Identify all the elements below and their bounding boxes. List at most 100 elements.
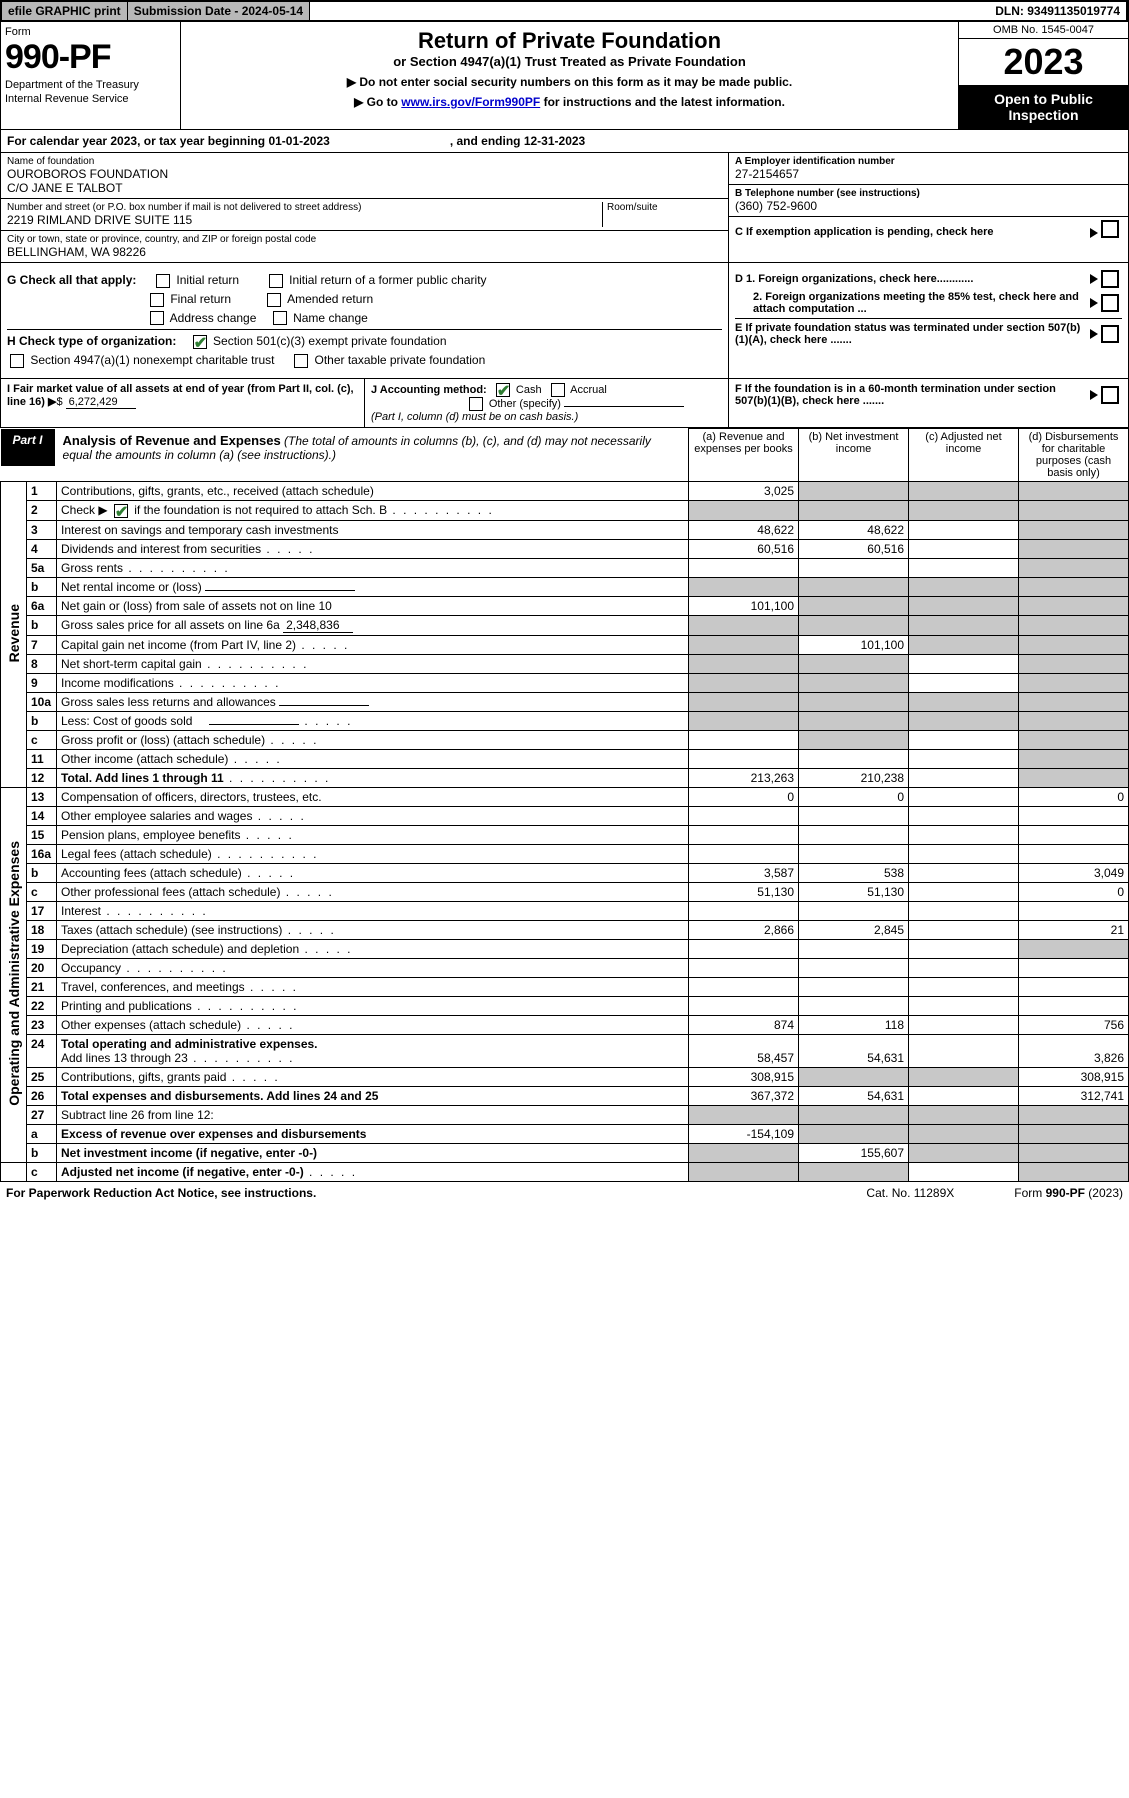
arrow-icon <box>1090 274 1098 284</box>
table-row: bLess: Cost of goods sold <box>1 711 1129 730</box>
table-row: 10aGross sales less returns and allowanc… <box>1 692 1129 711</box>
cb-f[interactable] <box>1101 386 1119 404</box>
phone-row: B Telephone number (see instructions) (3… <box>729 185 1128 217</box>
line-desc: Contributions, gifts, grants, etc., rece… <box>57 482 689 501</box>
r2-post: if the foundation is not required to att… <box>131 503 387 517</box>
col-c-header: (c) Adjusted net income <box>909 429 1019 482</box>
address-row: Number and street (or P.O. box number if… <box>1 199 728 231</box>
j-label: J Accounting method: <box>371 384 487 396</box>
foundation-co: C/O JANE E TALBOT <box>7 181 722 195</box>
d-e-block: D 1. Foreign organizations, check here..… <box>728 263 1128 378</box>
table-row: 4Dividends and interest from securities6… <box>1 539 1129 558</box>
table-row: 25Contributions, gifts, grants paid308,9… <box>1 1067 1129 1086</box>
footer-form: Form 990-PF (2023) <box>1014 1186 1123 1200</box>
h-row2: Section 4947(a)(1) nonexempt charitable … <box>7 353 722 368</box>
note-url-post: for instructions and the latest informat… <box>540 95 785 109</box>
open-inspection: Open to Public Inspection <box>959 85 1128 129</box>
line-no: 2 <box>27 501 57 521</box>
cb-e[interactable] <box>1101 325 1119 343</box>
dept-irs: Internal Revenue Service <box>5 93 176 105</box>
table-row: 6aNet gain or (loss) from sale of assets… <box>1 596 1129 615</box>
line-no: 1 <box>27 482 57 501</box>
cb-final[interactable] <box>150 293 164 307</box>
d1-row: D 1. Foreign organizations, check here..… <box>735 270 1122 288</box>
revenue-label: Revenue <box>1 482 27 788</box>
arrow-icon <box>1090 329 1098 339</box>
cb-501c3[interactable] <box>193 335 207 349</box>
phone-value: (360) 752-9600 <box>735 199 1122 213</box>
cb-address[interactable] <box>150 311 164 325</box>
g-row3: Address change Name change <box>7 311 722 326</box>
table-row: 27Subtract line 26 from line 12: <box>1 1105 1129 1124</box>
phone-label: B Telephone number (see instructions) <box>735 188 920 199</box>
cb-other-tax[interactable] <box>294 354 308 368</box>
table-row: 15Pension plans, employee benefits <box>1 825 1129 844</box>
g-label: G Check all that apply: <box>7 273 136 287</box>
analysis-table: Part I Analysis of Revenue and Expenses … <box>0 428 1129 1182</box>
i-j-block: I Fair market value of all assets at end… <box>0 379 1129 428</box>
cell-c <box>909 482 1019 501</box>
footer-cat: Cat. No. 11289X <box>866 1186 954 1200</box>
table-row: 24Total operating and administrative exp… <box>1 1034 1129 1067</box>
cb-amended[interactable] <box>267 293 281 307</box>
cb-d2[interactable] <box>1101 294 1119 312</box>
form-subtitle: or Section 4947(a)(1) Trust Treated as P… <box>187 54 952 69</box>
dept-treasury: Department of the Treasury <box>5 79 176 91</box>
cb-initial-public[interactable] <box>269 274 283 288</box>
room-label: Room/suite <box>607 202 722 213</box>
opt-other-tax: Other taxable private foundation <box>315 353 486 367</box>
cb-cash[interactable] <box>496 383 510 397</box>
cal-begin: For calendar year 2023, or tax year begi… <box>7 134 330 148</box>
d1-label: D 1. Foreign organizations, check here..… <box>735 273 973 285</box>
table-row: 5aGross rents <box>1 558 1129 577</box>
cb-name[interactable] <box>273 311 287 325</box>
city-label: City or town, state or province, country… <box>7 234 722 245</box>
table-row: 3Interest on savings and temporary cash … <box>1 520 1129 539</box>
table-row: cGross profit or (loss) (attach schedule… <box>1 730 1129 749</box>
table-row: bNet rental income or (loss) <box>1 577 1129 596</box>
cb-initial[interactable] <box>156 274 170 288</box>
table-row: 14Other employee salaries and wages <box>1 806 1129 825</box>
table-row: 19Depreciation (attach schedule) and dep… <box>1 939 1129 958</box>
c-row: C If exemption application is pending, c… <box>729 217 1128 241</box>
g-h-block: G Check all that apply: Initial return I… <box>0 263 1129 379</box>
arrow-icon <box>1090 228 1098 238</box>
f-label: F If the foundation is in a 60-month ter… <box>735 383 1056 407</box>
ein-value: 27-2154657 <box>735 167 1122 181</box>
cb-accrual[interactable] <box>551 383 565 397</box>
c-checkbox[interactable] <box>1101 220 1119 238</box>
opt-amended: Amended return <box>287 292 373 306</box>
c-label: C If exemption application is pending, c… <box>735 226 994 238</box>
dln-label: DLN: 93491135019774 <box>989 2 1127 20</box>
cb-4947[interactable] <box>10 354 24 368</box>
opt-name: Name change <box>293 311 368 325</box>
info-right: A Employer identification number 27-2154… <box>728 153 1128 262</box>
note-url-pre: ▶ Go to <box>354 95 401 109</box>
cal-end: , and ending 12-31-2023 <box>450 134 585 148</box>
table-row: 7Capital gain net income (from Part IV, … <box>1 635 1129 654</box>
table-row: 22Printing and publications <box>1 996 1129 1015</box>
part-title-cell: Analysis of Revenue and Expenses (The to… <box>55 429 688 466</box>
cb-other-acct[interactable] <box>469 397 483 411</box>
table-row: 21Travel, conferences, and meetings <box>1 977 1129 996</box>
form-title: Return of Private Foundation <box>187 28 952 54</box>
opt-initial: Initial return <box>176 273 239 287</box>
note-url: ▶ Go to www.irs.gov/Form990PF for instru… <box>187 95 952 109</box>
opt-final: Final return <box>170 292 231 306</box>
g-row: G Check all that apply: Initial return I… <box>7 273 722 288</box>
cb-d1[interactable] <box>1101 270 1119 288</box>
opt-cash: Cash <box>516 384 542 396</box>
irs-link[interactable]: www.irs.gov/Form990PF <box>401 95 540 109</box>
cell-d <box>1019 482 1129 501</box>
d2-row: 2. Foreign organizations meeting the 85%… <box>735 291 1122 315</box>
h-label: H Check type of organization: <box>7 334 176 348</box>
table-row: Operating and Administrative Expenses 13… <box>1 787 1129 806</box>
cb-schb[interactable] <box>114 504 128 518</box>
f-block: F If the foundation is in a 60-month ter… <box>728 379 1128 427</box>
opt-4947: Section 4947(a)(1) nonexempt charitable … <box>30 353 274 367</box>
part-title: Analysis of Revenue and Expenses <box>63 433 281 448</box>
header-left: Form 990-PF Department of the Treasury I… <box>1 22 181 129</box>
table-row: 17Interest <box>1 901 1129 920</box>
i-label: I Fair market value of all assets at end… <box>7 383 354 408</box>
cell-b <box>799 482 909 501</box>
